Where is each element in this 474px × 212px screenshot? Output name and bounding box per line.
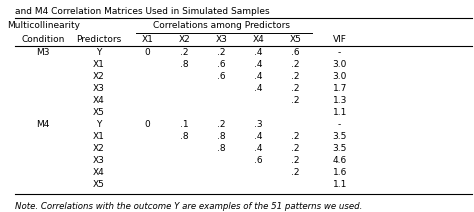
Text: 1.1: 1.1 — [332, 180, 347, 189]
Text: .4: .4 — [255, 72, 263, 81]
Text: -: - — [338, 48, 341, 57]
Text: .2: .2 — [292, 132, 300, 141]
Text: .1: .1 — [180, 120, 189, 129]
Text: .2: .2 — [292, 156, 300, 165]
Text: 1.7: 1.7 — [332, 84, 347, 93]
Text: 1.3: 1.3 — [332, 96, 347, 105]
Text: Note. Correlations with the outcome Y are examples of the 51 patterns we used.: Note. Correlations with the outcome Y ar… — [16, 202, 363, 211]
Text: .8: .8 — [217, 144, 226, 153]
Text: .6: .6 — [217, 72, 226, 81]
Text: X1: X1 — [93, 132, 105, 141]
Text: 1.1: 1.1 — [332, 108, 347, 117]
Text: and M4 Correlation Matrices Used in Simulated Samples: and M4 Correlation Matrices Used in Simu… — [16, 7, 270, 16]
Text: M4: M4 — [36, 120, 50, 129]
Text: 1.6: 1.6 — [332, 168, 347, 177]
Text: Correlations among Predictors: Correlations among Predictors — [153, 21, 290, 30]
Text: .2: .2 — [292, 144, 300, 153]
Text: X1: X1 — [142, 35, 154, 44]
Text: .4: .4 — [255, 132, 263, 141]
Text: X2: X2 — [93, 72, 105, 81]
Text: X4: X4 — [253, 35, 264, 44]
Text: 3.5: 3.5 — [332, 144, 347, 153]
Text: 0: 0 — [145, 120, 150, 129]
Text: .8: .8 — [180, 60, 189, 69]
Text: .2: .2 — [292, 84, 300, 93]
Text: 3.5: 3.5 — [332, 132, 347, 141]
Text: X2: X2 — [179, 35, 191, 44]
Text: .2: .2 — [292, 72, 300, 81]
Text: M3: M3 — [36, 48, 50, 57]
Text: .3: .3 — [254, 120, 263, 129]
Text: X5: X5 — [93, 108, 105, 117]
Text: .2: .2 — [292, 60, 300, 69]
Text: .8: .8 — [180, 132, 189, 141]
Text: .4: .4 — [255, 60, 263, 69]
Text: .2: .2 — [180, 48, 189, 57]
Text: .2: .2 — [217, 120, 226, 129]
Text: Condition: Condition — [21, 35, 65, 44]
Text: X3: X3 — [93, 84, 105, 93]
Text: .2: .2 — [217, 48, 226, 57]
Text: VIF: VIF — [333, 35, 346, 44]
Text: .8: .8 — [217, 132, 226, 141]
Text: 0: 0 — [145, 48, 150, 57]
Text: Y: Y — [96, 120, 101, 129]
Text: 4.6: 4.6 — [333, 156, 347, 165]
Text: .6: .6 — [217, 60, 226, 69]
Text: .6: .6 — [292, 48, 300, 57]
Text: -: - — [338, 120, 341, 129]
Text: X2: X2 — [93, 144, 105, 153]
Text: X4: X4 — [93, 96, 105, 105]
Text: Y: Y — [96, 48, 101, 57]
Text: 3.0: 3.0 — [332, 72, 347, 81]
Text: X3: X3 — [93, 156, 105, 165]
Text: X1: X1 — [93, 60, 105, 69]
Text: X4: X4 — [93, 168, 105, 177]
Text: .6: .6 — [254, 156, 263, 165]
Text: .2: .2 — [292, 96, 300, 105]
Text: .2: .2 — [292, 168, 300, 177]
Text: .4: .4 — [255, 144, 263, 153]
Text: X5: X5 — [93, 180, 105, 189]
Text: Predictors: Predictors — [76, 35, 121, 44]
Text: 3.0: 3.0 — [332, 60, 347, 69]
Text: X5: X5 — [290, 35, 301, 44]
Text: .4: .4 — [255, 84, 263, 93]
Text: X3: X3 — [216, 35, 228, 44]
Text: .4: .4 — [255, 48, 263, 57]
Text: Multicollinearity: Multicollinearity — [7, 21, 80, 30]
